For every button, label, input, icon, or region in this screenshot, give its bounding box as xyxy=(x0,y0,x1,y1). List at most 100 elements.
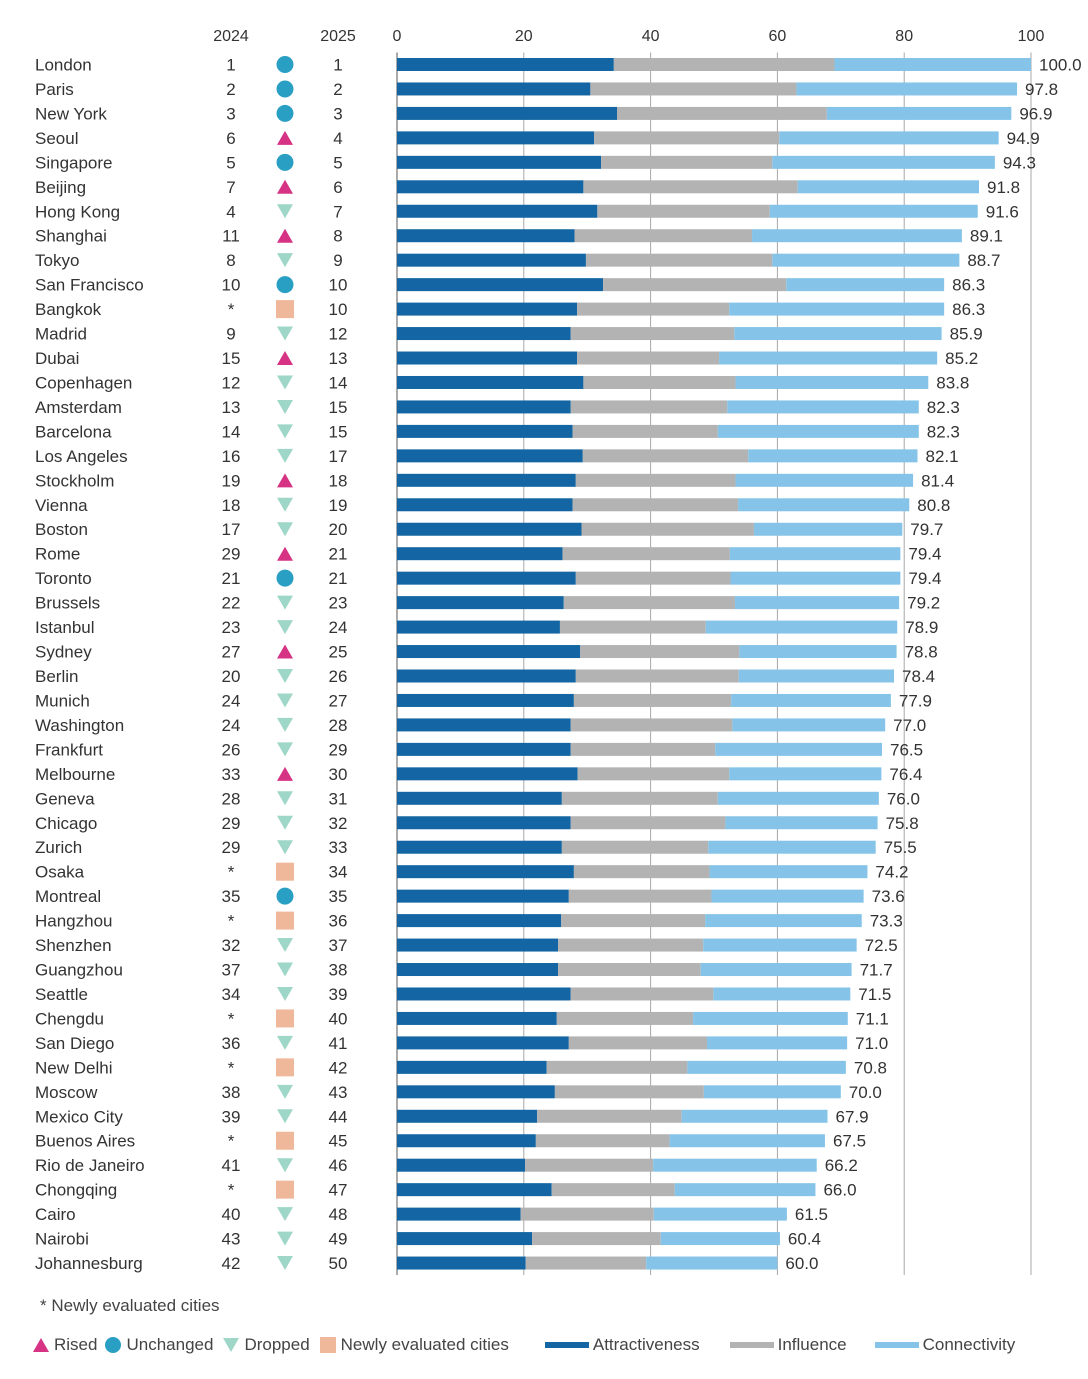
city-label: Tokyo xyxy=(35,251,79,270)
square-icon xyxy=(276,300,294,319)
triangle-down-icon xyxy=(277,1084,293,1099)
rank-2025-label: 21 xyxy=(329,545,348,564)
total-value-label: 78.4 xyxy=(902,667,935,686)
x-tick-label: 60 xyxy=(769,28,787,45)
chart-row: Beijing 7 6 91.8 xyxy=(35,178,1020,197)
bar-segment-connectivity xyxy=(772,155,995,169)
rank-2024-label: 40 xyxy=(222,1205,241,1224)
legend-label-influence: Influence xyxy=(777,1335,847,1354)
rank-2024-label: * xyxy=(228,863,235,882)
bar-segment-attractiveness xyxy=(397,669,576,683)
triangle-down-icon xyxy=(277,1035,293,1050)
legend-item-unchanged: Unchanged xyxy=(105,1335,213,1355)
chart-row: Washington 24 28 77.0 xyxy=(35,716,926,735)
bar-segment-connectivity xyxy=(735,375,929,389)
rank-2025-label: 13 xyxy=(329,349,348,368)
chart-row: Shenzhen 32 37 72.5 xyxy=(35,936,898,955)
triangle-down-icon xyxy=(223,1338,240,1352)
rank-2025-label: 30 xyxy=(329,765,348,784)
city-label: Munich xyxy=(35,691,90,710)
city-label: Copenhagen xyxy=(35,373,132,392)
total-value-label: 74.2 xyxy=(875,863,908,882)
bar-segment-connectivity xyxy=(730,571,901,585)
city-label: Stockholm xyxy=(35,471,114,490)
bar-segment-connectivity xyxy=(653,1158,817,1172)
bar-segment-influence xyxy=(561,840,709,854)
bar-segment-influence xyxy=(585,253,773,267)
rank-2024-label: 33 xyxy=(222,765,241,784)
rank-2025-label: 45 xyxy=(329,1132,348,1151)
rank-2025-label: 29 xyxy=(329,740,348,759)
bar-segment-attractiveness xyxy=(397,131,595,145)
rank-2025-label: 31 xyxy=(329,789,348,808)
chart-row: Zurich 29 33 75.5 xyxy=(35,838,917,857)
chart-row: Amsterdam 13 15 82.3 xyxy=(35,398,960,417)
bar-segment-connectivity xyxy=(779,131,999,145)
legend-item-influence: Influence xyxy=(729,1335,847,1355)
bar-segment-influence xyxy=(580,645,740,659)
rank-2025-label: 35 xyxy=(329,887,348,906)
bar-segment-connectivity xyxy=(729,302,945,316)
bar-segment-influence xyxy=(573,865,710,879)
bar-segment-attractiveness xyxy=(397,620,560,634)
total-value-label: 89.1 xyxy=(970,227,1003,246)
x-tick-label: 40 xyxy=(642,28,660,45)
bar-segment-influence xyxy=(613,58,835,71)
circle-icon xyxy=(276,153,294,171)
rank-2025-label: 24 xyxy=(329,618,348,637)
attractiveness-swatch xyxy=(544,1342,589,1348)
influence-swatch xyxy=(729,1342,774,1348)
city-label: London xyxy=(35,56,92,75)
chart-row: Istanbul 23 24 78.9 xyxy=(35,618,938,637)
rank-2024-label: 1 xyxy=(226,56,235,75)
tick-layer: 0 20 40 60 80 100 2024 2025 xyxy=(213,28,1044,45)
city-label: Chengdu xyxy=(35,1009,104,1028)
bar-segment-influence xyxy=(558,938,704,952)
bar-segment-connectivity xyxy=(700,963,852,977)
legend-label-connectivity: Connectivity xyxy=(922,1335,1016,1354)
total-value-label: 80.8 xyxy=(917,496,950,515)
city-label: Cairo xyxy=(35,1205,76,1224)
bar-segment-influence xyxy=(561,791,718,805)
chart-row: Brussels 22 23 79.2 xyxy=(35,594,940,613)
chart-row: Chicago 29 32 75.8 xyxy=(35,814,919,833)
chart-row: Paris 2 2 97.8 xyxy=(35,80,1058,99)
rank-2025-label: 32 xyxy=(329,814,348,833)
total-value-label: 77.9 xyxy=(899,691,932,710)
city-label: Shanghai xyxy=(35,227,107,246)
rank-2024-label: 36 xyxy=(222,1034,241,1053)
chart-row: Tokyo 8 9 88.7 xyxy=(35,251,1000,270)
bar-segment-connectivity xyxy=(735,473,914,487)
bar-segment-influence xyxy=(570,987,714,1001)
rank-2025-label: 48 xyxy=(329,1205,348,1224)
triangle-down-icon xyxy=(277,448,293,463)
chart-row: Madrid 9 12 85.9 xyxy=(35,325,983,344)
city-label: Madrid xyxy=(35,325,87,344)
bar-segment-influence xyxy=(603,278,787,292)
total-value-label: 88.7 xyxy=(967,251,1000,270)
rank-2025-label: 9 xyxy=(333,251,342,270)
bar-segment-attractiveness xyxy=(397,963,559,977)
bar-segment-influence xyxy=(583,375,736,389)
square-icon xyxy=(276,862,294,881)
total-value-label: 77.0 xyxy=(893,716,926,735)
rank-2024-label: 24 xyxy=(222,691,241,710)
city-label: Frankfurt xyxy=(35,740,103,759)
circle-icon xyxy=(276,276,294,294)
triangle-down-icon xyxy=(277,962,293,977)
bar-segment-influence xyxy=(570,742,716,756)
total-value-label: 91.6 xyxy=(986,202,1019,221)
bar-segment-connectivity xyxy=(711,889,864,903)
bar-segment-attractiveness xyxy=(397,1134,536,1148)
total-value-label: 100.0 xyxy=(1039,56,1082,75)
total-value-label: 70.0 xyxy=(849,1083,882,1102)
chart-row: London 1 1 100.0 xyxy=(35,56,1082,75)
bar-segment-influence xyxy=(594,131,780,145)
bar-segment-influence xyxy=(570,718,733,732)
bar-segment-attractiveness xyxy=(397,742,571,756)
chart-row: Rio de Janeiro 41 46 66.2 xyxy=(35,1156,858,1175)
chart-row: Osaka * 34 74.2 xyxy=(35,862,909,882)
triangle-up-icon xyxy=(277,351,293,366)
legend-item-rised: Rised xyxy=(33,1335,97,1355)
triangle-up-icon xyxy=(277,546,293,561)
